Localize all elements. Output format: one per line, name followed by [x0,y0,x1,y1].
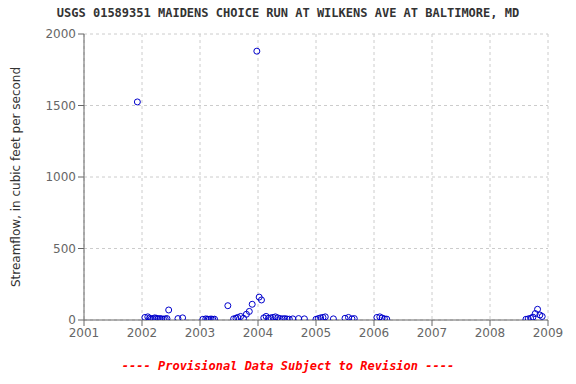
svg-text:2009: 2009 [533,326,564,340]
svg-text:2008: 2008 [475,326,506,340]
svg-text:2001: 2001 [69,326,100,340]
svg-text:1500: 1500 [45,99,76,113]
svg-text:2007: 2007 [417,326,448,340]
svg-text:1000: 1000 [45,170,76,184]
svg-text:500: 500 [53,242,76,256]
svg-text:Streamflow, in cubic feet per: Streamflow, in cubic feet per second [9,67,23,287]
html-text:USGS 01589351 MAIDENS CHOICE R: USGS 01589351 MAIDENS CHOICE RUN AT WILK… [56,6,520,20]
svg-text:2006: 2006 [359,326,390,340]
svg-text:2002: 2002 [127,326,158,340]
svg-text:2000: 2000 [45,27,76,41]
svg-text:0: 0 [68,313,76,327]
html-text:---- Provisional Data Subject: ---- Provisional Data Subject to Revisio… [121,359,455,373]
svg-text:2005: 2005 [301,326,332,340]
svg-text:2004: 2004 [243,326,274,340]
svg-text:2003: 2003 [185,326,216,340]
